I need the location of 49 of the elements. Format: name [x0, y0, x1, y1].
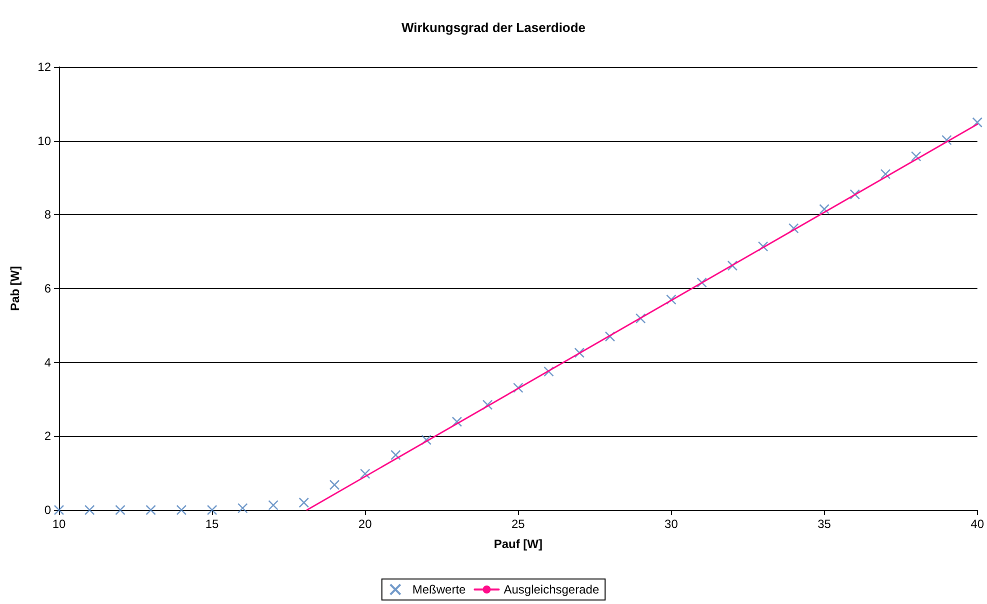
point: [727, 260, 738, 271]
y-tick-label: 6: [44, 282, 52, 296]
point: [238, 503, 248, 514]
point: [574, 348, 585, 358]
legend-label: Ausgleichsgerade: [504, 582, 600, 596]
x-axis-title: Pauf [W]: [494, 537, 542, 551]
point: [513, 382, 524, 393]
x-tick-label: 40: [970, 517, 984, 531]
point: [696, 277, 707, 288]
point: [421, 434, 432, 446]
legend-label: Meßwerte: [412, 582, 466, 596]
point: [146, 504, 156, 516]
point: [54, 504, 64, 516]
x-tick-label: 35: [818, 517, 832, 531]
y-tick-label: 10: [38, 134, 52, 148]
x-tick-label: 30: [664, 517, 678, 531]
point: [298, 497, 310, 508]
point: [115, 504, 126, 516]
x-tick-label: 15: [205, 517, 220, 531]
point: [942, 134, 952, 146]
point: [84, 504, 95, 516]
x-tick-label: 20: [358, 517, 372, 531]
point: [850, 189, 860, 200]
point: [544, 366, 554, 377]
point: [604, 331, 616, 342]
x-tick-label: 25: [511, 517, 526, 531]
point: [788, 223, 799, 234]
y-axis-title: Pab [W]: [8, 266, 22, 311]
y-tick-label: 12: [38, 60, 52, 74]
chart-title: Wirkungsgrad der Laserdiode: [401, 20, 586, 35]
point: [758, 241, 768, 252]
point: [972, 117, 982, 128]
y-tick-label: 0: [44, 503, 52, 517]
point: [390, 450, 401, 460]
point: [452, 416, 462, 427]
point: [329, 480, 340, 490]
y-tick-label: 8: [44, 208, 52, 222]
point: [268, 500, 278, 510]
point: [666, 294, 676, 305]
point: [819, 204, 830, 214]
point: [176, 504, 187, 516]
point: [635, 313, 646, 324]
y-tick-label: 4: [44, 355, 52, 370]
point: [910, 151, 922, 162]
point: [482, 400, 493, 410]
point: [360, 468, 370, 479]
point: [880, 168, 891, 180]
y-tick-label: 2: [44, 429, 52, 444]
point: [206, 504, 218, 516]
